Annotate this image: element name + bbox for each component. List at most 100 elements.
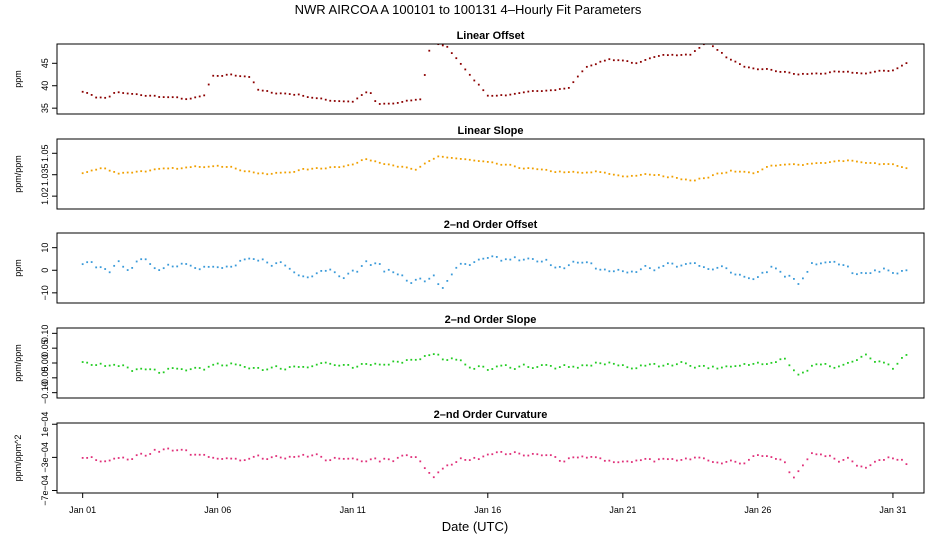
- data-point-linear-offset-159: [797, 73, 800, 76]
- data-point-linear-offset-57: [338, 100, 341, 103]
- data-point-linear-offset-143: [725, 56, 728, 59]
- data-point-linear-offset-131: [671, 53, 674, 56]
- data-point-2-nd-order-offset-12: [135, 260, 138, 263]
- data-point-2-nd-order-offset-96: [513, 256, 516, 259]
- data-point-linear-slope-39: [257, 172, 260, 175]
- data-point-2-nd-order-curvature-7: [113, 457, 116, 460]
- data-point-2-nd-order-curvature-138: [702, 457, 705, 460]
- data-point-2-nd-order-slope-1: [86, 361, 89, 364]
- data-point-2-nd-order-slope-112: [585, 364, 588, 367]
- data-point-linear-offset-91: [491, 94, 494, 97]
- data-point-linear-slope-67: [383, 163, 386, 165]
- data-point-2-nd-order-curvature-143: [725, 460, 728, 463]
- data-point-2-nd-order-slope-67: [383, 363, 386, 366]
- data-point-linear-offset-7: [113, 92, 116, 94]
- panel-title-2-nd-order-curvature: 2–nd Order Curvature: [434, 409, 548, 421]
- data-point-2-nd-order-slope-153: [770, 361, 773, 364]
- data-point-linear-slope-16: [153, 168, 156, 171]
- data-point-linear-slope-49: [302, 168, 305, 170]
- data-point-linear-offset-8: [117, 91, 120, 94]
- data-point-2-nd-order-offset-25: [194, 267, 197, 269]
- data-point-2-nd-order-curvature-16: [153, 448, 156, 451]
- data-point-linear-slope-119: [617, 174, 620, 177]
- data-point-linear-slope-20: [171, 167, 174, 169]
- data-point-2-nd-order-slope-32: [225, 364, 228, 367]
- data-point-linear-offset-144: [729, 58, 732, 61]
- data-point-2-nd-order-slope-140: [711, 365, 714, 368]
- data-point-2-nd-order-offset-61: [356, 270, 359, 273]
- data-point-2-nd-order-slope-54: [324, 361, 327, 364]
- data-point-linear-offset-31: [221, 75, 224, 77]
- data-point-2-nd-order-curvature-52: [315, 453, 318, 456]
- y-tick-label-linear-slope-1: 1.035: [40, 163, 50, 186]
- data-point-2-nd-order-offset-180: [892, 272, 894, 274]
- data-point-linear-slope-69: [392, 164, 395, 167]
- data-point-linear-slope-136: [693, 179, 696, 182]
- data-point-linear-slope-23: [185, 166, 188, 169]
- data-point-linear-offset-175: [869, 71, 872, 74]
- data-point-linear-slope-85: [464, 158, 467, 161]
- data-point-2-nd-order-slope-10: [126, 366, 129, 369]
- data-point-2-nd-order-curvature-59: [347, 457, 350, 460]
- data-point-2-nd-order-offset-179: [887, 269, 890, 272]
- data-point-linear-slope-62: [360, 159, 363, 162]
- data-point-2-nd-order-offset-59: [347, 272, 350, 275]
- data-point-2-nd-order-curvature-168: [838, 460, 840, 463]
- plot-frame-linear-offset: [56, 43, 925, 115]
- data-point-2-nd-order-offset-134: [684, 263, 687, 265]
- data-point-2-nd-order-slope-179: [887, 363, 890, 366]
- data-point-2-nd-order-slope-106: [558, 366, 561, 368]
- data-point-2-nd-order-slope-95: [509, 366, 512, 369]
- data-point-linear-offset-74: [414, 98, 417, 101]
- data-point-linear-slope-19: [167, 167, 170, 170]
- data-point-2-nd-order-offset-178: [883, 267, 885, 270]
- data-point-2-nd-order-offset-24: [189, 264, 192, 267]
- data-point-2-nd-order-curvature-14: [144, 454, 147, 457]
- data-point-2-nd-order-offset-100: [531, 258, 534, 260]
- data-point-2-nd-order-slope-180: [892, 367, 894, 370]
- data-point-linear-offset-80: [441, 44, 444, 47]
- data-point-2-nd-order-slope-35: [239, 364, 242, 367]
- data-point-linear-offset-66: [378, 103, 381, 105]
- data-point-2-nd-order-offset-13: [140, 258, 143, 261]
- data-point-2-nd-order-curvature-181: [896, 458, 899, 461]
- data-point-2-nd-order-offset-71: [401, 274, 404, 277]
- data-point-linear-slope-21: [176, 167, 179, 170]
- data-point-2-nd-order-slope-45: [284, 368, 287, 371]
- data-point-linear-slope-155: [779, 164, 782, 166]
- data-point-linear-slope-149: [752, 172, 755, 175]
- data-point-2-nd-order-offset-102: [540, 260, 543, 263]
- data-point-linear-slope-112: [585, 171, 588, 174]
- data-point-2-nd-order-curvature-130: [666, 458, 669, 461]
- data-point-2-nd-order-slope-155: [779, 358, 782, 361]
- data-point-2-nd-order-offset-174: [865, 272, 867, 275]
- data-point-linear-slope-151: [761, 168, 764, 171]
- data-point-2-nd-order-offset-101: [536, 260, 539, 263]
- data-point-2-nd-order-curvature-124: [639, 459, 642, 462]
- data-point-2-nd-order-curvature-47: [293, 456, 296, 458]
- data-point-2-nd-order-offset-86: [468, 264, 471, 266]
- data-point-linear-offset-41: [266, 90, 269, 92]
- data-point-2-nd-order-slope-22: [180, 368, 183, 371]
- data-point-2-nd-order-slope-62: [360, 363, 363, 365]
- data-point-linear-slope-88: [477, 160, 480, 162]
- data-point-2-nd-order-curvature-115: [599, 457, 602, 460]
- data-point-2-nd-order-slope-100: [531, 367, 534, 369]
- data-point-linear-slope-65: [374, 160, 377, 163]
- data-point-2-nd-order-curvature-77: [428, 471, 431, 474]
- data-point-linear-slope-165: [824, 162, 827, 164]
- data-point-2-nd-order-offset-41: [266, 261, 269, 264]
- data-point-linear-offset-33: [230, 73, 233, 76]
- data-point-2-nd-order-slope-93: [500, 364, 503, 367]
- data-point-linear-offset-24: [189, 97, 192, 100]
- data-point-linear-offset-85: [464, 68, 467, 71]
- x-tick-label-4: Jan 21: [609, 505, 636, 515]
- data-point-2-nd-order-offset-17: [158, 269, 161, 271]
- data-point-2-nd-order-offset-144: [729, 271, 732, 274]
- data-point-2-nd-order-offset-39: [257, 259, 260, 262]
- data-point-linear-slope-41: [266, 173, 269, 176]
- data-point-2-nd-order-curvature-117: [608, 459, 611, 462]
- data-point-2-nd-order-curvature-121: [626, 460, 629, 463]
- data-point-linear-offset-180: [892, 69, 894, 72]
- data-point-2-nd-order-curvature-65: [374, 457, 377, 460]
